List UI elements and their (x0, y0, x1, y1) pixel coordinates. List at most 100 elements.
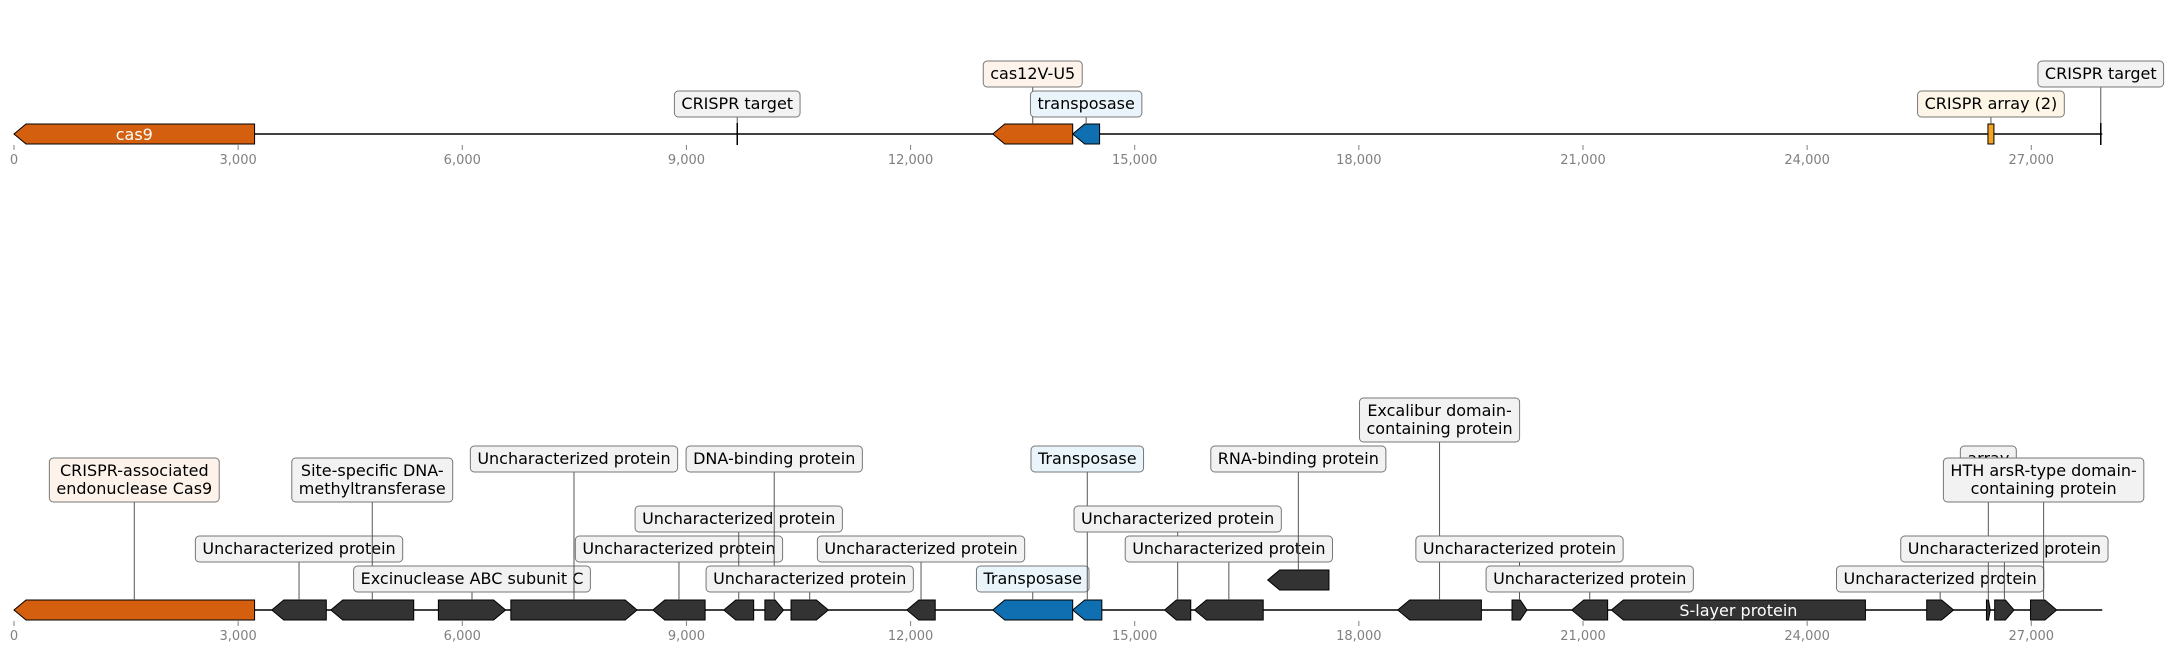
label-box (1359, 397, 1521, 443)
label-box (1942, 457, 2145, 503)
feature-rna-binding[interactable]: RNA-binding protein (1210, 445, 1387, 591)
feature-excalibur[interactable]: Excalibur domain-containing protein (1359, 397, 1521, 621)
feature-label: Site-specific DNA-methyltransferase (299, 461, 446, 498)
axis-ticks: 0 3,000 6,000 9,000 12,000 15,000 18,000 21,000… (10, 145, 2054, 168)
label-box (48, 457, 220, 503)
feature-arrow (1926, 599, 1955, 621)
feature-transposase[interactable]: transposase (1029, 90, 1143, 145)
feature-uvrc[interactable]: Excinuclease ABC subunit C (353, 565, 591, 621)
tick-label: 3,000 (220, 153, 257, 168)
label-box (1030, 445, 1145, 473)
label-box (194, 535, 404, 563)
feature-arrow (652, 599, 706, 621)
feature-transposase-2[interactable]: Transposase (975, 565, 1090, 621)
feature-uncharacterized-4[interactable]: Uncharacterized protein (634, 505, 843, 621)
tick-label: 3,000 (220, 629, 257, 644)
feature-arrow (906, 599, 936, 621)
feature-transposase-1[interactable]: Transposase (1030, 445, 1145, 621)
feature-arrow (1396, 599, 1482, 621)
feature-label: CRISPR target (2045, 64, 2157, 83)
feature-map-top: 0 3,000 6,000 9,000 12,000 15,000 18,000 21,000… (10, 60, 2165, 168)
label-box (1029, 90, 1143, 118)
feature-label: Uncharacterized protein (582, 539, 775, 558)
feature-uncharacterized-3[interactable]: Uncharacterized protein (574, 535, 784, 621)
feature-cas9-protein[interactable]: CRISPR-associated endonuclease Cas9 (13, 457, 256, 621)
label-box (705, 565, 914, 593)
label-box (982, 60, 1083, 88)
label-box (1124, 535, 1333, 563)
tick-label: 6,000 (444, 629, 481, 644)
feature-uncharacterized-7[interactable]: Uncharacterized protein (1073, 505, 1282, 621)
feature-arrow (991, 599, 1074, 621)
feature-label: Uncharacterized protein (1843, 569, 2036, 588)
tick-label: 24,000 (1784, 153, 1830, 168)
feature-uncharacterized-5[interactable]: Uncharacterized protein (705, 565, 914, 621)
feature-label: Transposase (982, 569, 1082, 588)
tick-label: 12,000 (888, 153, 934, 168)
feature-label: Uncharacterized protein (1493, 569, 1686, 588)
label-box (291, 457, 454, 503)
feature-label: DNA-binding protein (693, 449, 855, 468)
tick-label: 9,000 (668, 629, 705, 644)
feature-uncharacterized-6[interactable]: Uncharacterized protein (816, 535, 1026, 621)
feature-arrow (2030, 599, 2058, 621)
feature-uncharacterized-10[interactable]: Uncharacterized protein (1485, 565, 1694, 621)
feature-s-layer[interactable]: S-layer protein (1610, 599, 1866, 621)
feature-arrow (270, 599, 327, 621)
feature-label: cas12V-U5 (990, 64, 1075, 83)
tick-label: 12,000 (888, 629, 934, 644)
feature-arrow (790, 599, 830, 621)
feature-uncharacterized-9[interactable]: Uncharacterized protein (1415, 535, 1624, 621)
feature-arrow (13, 123, 256, 145)
feature-label: Uncharacterized protein (713, 569, 906, 588)
tick-label: 27,000 (2009, 153, 2055, 168)
axis-ticks: 0 3,000 6,000 9,000 12,000 15,000 18,000 21,000… (10, 621, 2054, 644)
feature-label: Excinuclease ABC subunit C (361, 569, 584, 588)
feature-label: Uncharacterized protein (642, 509, 835, 528)
feature-hth-arsr[interactable]: HTH arsR-type domain-containing protein (1942, 457, 2145, 621)
label-box (469, 445, 679, 473)
tick-label: 27,000 (2009, 629, 2055, 644)
feature-label: S-layer protein (1679, 601, 1797, 620)
feature-uncharacterized-1[interactable]: Uncharacterized protein (194, 535, 404, 621)
tick-label: 21,000 (1560, 153, 1606, 168)
feature-arrow (723, 599, 755, 621)
feature-methyltransferase[interactable]: Site-specific DNA-methyltransferase (291, 457, 454, 621)
tick-label: 0 (10, 153, 18, 168)
tick-label: 18,000 (1336, 153, 1382, 168)
feature-uncharacterized-2[interactable]: Uncharacterized protein (469, 445, 679, 621)
feature-arrow (1071, 123, 1101, 145)
feature-uncharacterized-12[interactable]: Uncharacterized protein (1900, 535, 2109, 621)
feature-label: HTH arsR-type domain-containing protein (1950, 461, 2136, 498)
feature-arrow (1071, 599, 1103, 621)
feature-arrow (764, 599, 785, 621)
feature-arrow (1193, 599, 1264, 621)
label-box (1073, 505, 1282, 533)
feature-label: Uncharacterized protein (824, 539, 1017, 558)
feature-arrow (991, 123, 1074, 145)
feature-crispr-array[interactable]: CRISPR array (2) (1917, 90, 2065, 145)
feature-label: Uncharacterized protein (1423, 539, 1616, 558)
feature-crispr-target-1[interactable]: CRISPR target (673, 90, 801, 145)
feature-label: Uncharacterized protein (1132, 539, 1325, 558)
feature-arrow (13, 599, 256, 621)
feature-crispr-target-2[interactable]: CRISPR target (2037, 60, 2165, 145)
tick-label: 15,000 (1112, 629, 1158, 644)
feature-uncharacterized-8[interactable]: Uncharacterized protein (1124, 535, 1333, 621)
label-box (673, 90, 801, 118)
tick-label: 21,000 (1560, 629, 1606, 644)
feature-label: CRISPR target (681, 94, 793, 113)
feature-map-bottom: 0 3,000 6,000 9,000 12,000 15,000 18,000 21,000… (10, 397, 2145, 644)
feature-label: Uncharacterized protein (1081, 509, 1274, 528)
label-box (685, 445, 863, 473)
label-box (816, 535, 1026, 563)
label-box (1210, 445, 1387, 473)
feature-arrow (1994, 599, 2015, 621)
feature-label: Excalibur domain-containing protein (1367, 401, 1513, 438)
feature-dna-binding[interactable]: DNA-binding protein (685, 445, 863, 621)
feature-cas9[interactable]: cas9 (13, 123, 256, 145)
feature-label: Uncharacterized protein (202, 539, 395, 558)
feature-label: Uncharacterized protein (477, 449, 670, 468)
feature-cas12v[interactable]: cas12V-U5 (982, 60, 1083, 145)
